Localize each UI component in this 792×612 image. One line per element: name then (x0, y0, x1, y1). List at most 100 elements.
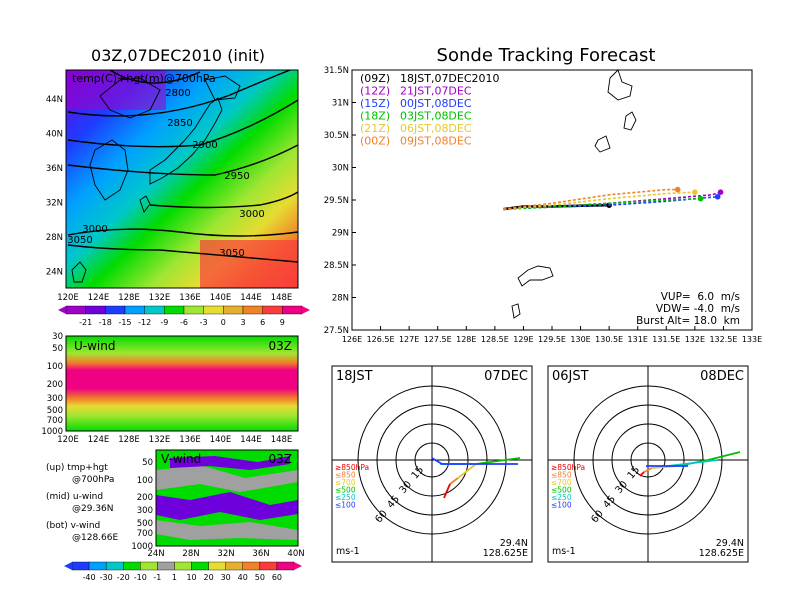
polar-level-label: ≥850hPa (551, 463, 585, 472)
colorbar-swatch (124, 305, 145, 315)
track-line (503, 188, 678, 210)
u-wind-y-tick: 700 (47, 416, 63, 426)
polar-lon: 128.625E (699, 548, 744, 559)
contour-label: 3000 (239, 209, 264, 220)
v-wind-label: V-wind (161, 452, 201, 466)
v-wind-time: 03Z (269, 452, 293, 466)
track-x-tick: 126E (342, 335, 362, 344)
polar-wind-trace (431, 457, 518, 465)
wind-colorbar-swatch (71, 561, 90, 571)
contour-label: 3050 (219, 248, 244, 259)
polar-level-label: ≤700 (335, 478, 356, 487)
polar-wind-trace (643, 467, 653, 473)
track-y-tick: 28N (332, 294, 349, 304)
u-wind-y-tick: 30 (52, 332, 63, 342)
wind-colorbar-arrow-left (64, 562, 72, 570)
u-wind-y-tick: 100 (47, 362, 63, 372)
track-legend-code: (15Z) (360, 97, 390, 110)
colorbar-label: -6 (180, 318, 188, 327)
legend-bot2: @128.66E (72, 533, 118, 543)
map-x-tick: 148E (271, 293, 293, 303)
v-wind-x-tick: 40N (287, 549, 304, 559)
contour-label: 2850 (167, 118, 192, 129)
colorbar-swatch (164, 305, 185, 315)
colorbar-swatch (85, 305, 106, 315)
polar-time: 06JST (552, 369, 589, 384)
v-wind-x-tick: 32N (217, 549, 234, 559)
wind-colorbar-label: -40 (83, 573, 96, 582)
polar-level-label: ≤850 (551, 471, 572, 480)
colorbar-arrow-right (302, 306, 310, 314)
wind-colorbar-label: 60 (272, 573, 282, 582)
legend-mid: (mid) u-wind (46, 492, 103, 502)
legend-up2: @700hPa (72, 475, 114, 485)
colorbar-swatch (242, 305, 263, 315)
map-x-tick: 136E (179, 293, 201, 303)
wind-colorbar-swatch (105, 561, 124, 571)
legend-mid2: @29.36N (72, 504, 114, 514)
contour-label: 2950 (224, 171, 249, 182)
u-wind-y-tick: 50 (52, 344, 63, 354)
track-y-tick: 30.5N (324, 131, 349, 141)
v-wind-y-tick: 500 (137, 519, 153, 529)
polar-lat: 29.4N (716, 538, 744, 549)
v-wind-y-tick: 200 (137, 493, 153, 503)
v-wind-y-tick: 700 (137, 529, 153, 539)
track-legend-code: (18Z) (360, 110, 390, 123)
polar-wind-trace (443, 483, 451, 499)
u-wind-x-tick: 136E (179, 435, 201, 445)
v-wind-x-tick: 24N (147, 549, 164, 559)
polar-units: ms-1 (552, 546, 576, 557)
map-x-tick: 140E (210, 293, 232, 303)
colorbar-label: 6 (260, 318, 265, 327)
polar-wind-trace (457, 463, 477, 479)
colorbar-label: 9 (280, 318, 285, 327)
wind-colorbar-swatch (157, 561, 175, 571)
wind-colorbar-label: 1 (172, 573, 177, 582)
u-wind-x-tick: 124E (88, 435, 110, 445)
map-x-tick: 132E (149, 293, 171, 303)
polar-lon: 128.625E (483, 548, 528, 559)
polar-wind-trace (667, 459, 719, 467)
wind-colorbar-arrow-right (294, 562, 302, 570)
colorbar-swatch (262, 305, 283, 315)
track-islands (511, 69, 637, 319)
colorbar-label: -12 (138, 318, 151, 327)
polar-level-label: ≤500 (551, 486, 572, 495)
u-wind-x-tick: 128E (118, 435, 140, 445)
u-wind-y-tick: 300 (47, 394, 63, 404)
wind-colorbar-swatch (225, 561, 243, 571)
wind-colorbar-label: -20 (117, 573, 130, 582)
param-vdw: VDW= -4.0 m/s (656, 303, 740, 315)
legend-up: (up) tmp+hgt (46, 463, 108, 473)
track-legend-code: (00Z) (360, 135, 390, 148)
track-y-tick: 31.5N (324, 66, 349, 76)
track-line (503, 197, 701, 210)
track-legend-code: (21Z) (360, 122, 390, 135)
map-y-tick: 36N (46, 164, 63, 174)
wind-colorbar-swatch (123, 561, 141, 571)
v-wind-x-tick: 28N (182, 549, 199, 559)
u-wind-label: U-wind (74, 339, 115, 353)
colorbar-label: -3 (200, 318, 208, 327)
wind-colorbar-label: 50 (255, 573, 265, 582)
track-y-tick: 31N (332, 99, 349, 109)
polar-date: 07DEC (484, 369, 528, 384)
colorbar-label: -15 (118, 318, 131, 327)
track-y-tick: 27.5N (324, 326, 349, 336)
track-legend-text: 03JST,08DEC (400, 110, 472, 123)
track-x-tick: 126.5E (367, 335, 395, 344)
track-x-tick: 129.5E (538, 335, 566, 344)
param-burst: Burst Alt= 18.0 km (636, 315, 740, 327)
track-legend-code: (09Z) (360, 72, 390, 85)
track-y-tick: 29.5N (324, 196, 349, 206)
map-y-tick: 24N (46, 268, 63, 278)
colorbar-label: 3 (240, 318, 245, 327)
wind-colorbar-label: 40 (238, 573, 248, 582)
map-y-tick: 32N (46, 199, 63, 209)
polar-level-label: ≤850 (335, 471, 356, 480)
wind-colorbar-label: 10 (186, 573, 196, 582)
colorbar-swatch (105, 305, 126, 315)
